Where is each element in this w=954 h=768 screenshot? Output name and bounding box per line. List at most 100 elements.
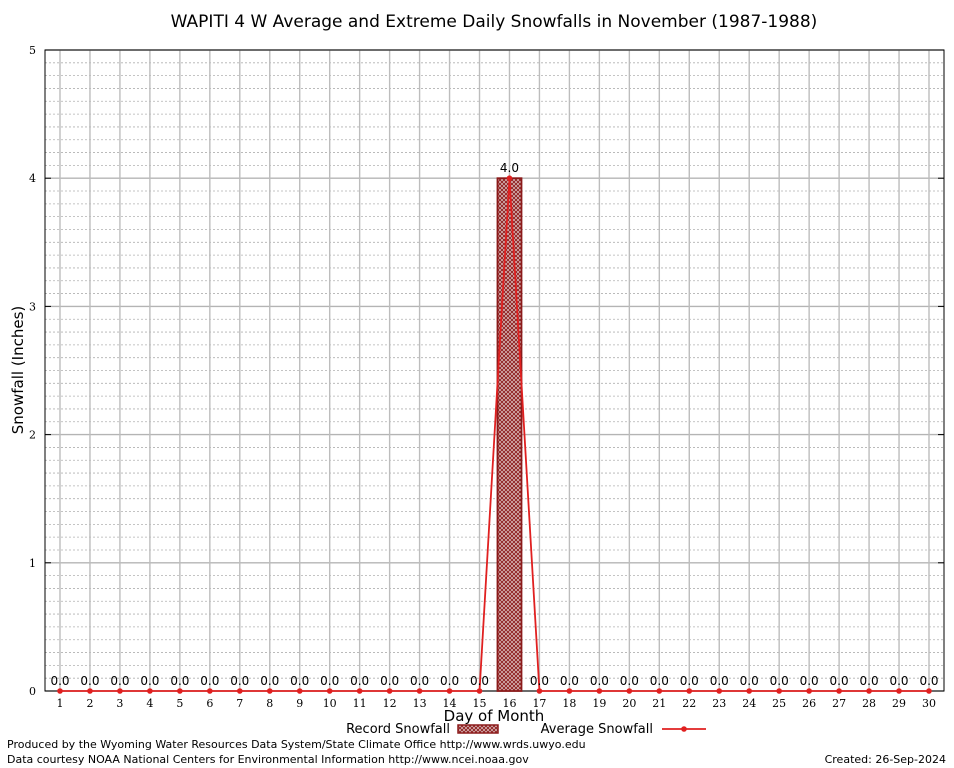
x-tick-label: 19	[592, 697, 606, 710]
data-label: 0.0	[620, 674, 639, 688]
average-snowfall-point	[356, 688, 363, 694]
data-label: 0.0	[830, 674, 849, 688]
average-snowfall-point	[236, 688, 243, 694]
x-tick-label: 15	[473, 697, 487, 710]
plot-frame	[44, 49, 945, 692]
data-label: 0.0	[530, 674, 549, 688]
x-tick-label: 4	[146, 697, 153, 710]
data-label: 0.0	[230, 674, 249, 688]
legend-average-label: Average Snowfall	[541, 722, 653, 737]
average-snowfall-point	[536, 688, 543, 694]
data-label: 0.0	[380, 674, 399, 688]
average-snowfall-point	[177, 688, 183, 694]
data-label: 0.0	[200, 674, 219, 688]
legend-record-label: Record Snowfall	[346, 722, 450, 737]
x-tick-label: 17	[532, 697, 546, 710]
average-snowfall-point	[866, 688, 872, 694]
x-axis-label: Day of Month	[444, 707, 545, 725]
average-snowfall-point	[476, 688, 483, 694]
x-tick-label: 22	[682, 697, 696, 710]
x-tick-label: 12	[383, 697, 397, 710]
data-label: 0.0	[80, 674, 99, 688]
average-snowfall-point	[806, 688, 812, 694]
x-tick-label: 26	[802, 697, 816, 710]
x-tick-label: 9	[296, 697, 303, 710]
y-tick-label: 0	[29, 685, 36, 698]
average-snowfall-point	[596, 688, 603, 694]
x-tick-label: 13	[413, 697, 427, 710]
y-tick-label: 5	[29, 44, 36, 57]
y-tick-label: 3	[29, 300, 36, 313]
x-tick-label: 11	[353, 697, 367, 710]
x-tick-label: 10	[323, 697, 337, 710]
average-snowfall-point	[926, 688, 932, 694]
average-snowfall-point	[117, 688, 123, 694]
average-snowfall-point	[896, 688, 902, 694]
x-tick-label: 2	[86, 697, 93, 710]
average-snowfall-point	[656, 688, 663, 694]
data-label: 0.0	[560, 674, 579, 688]
y-tick-label: 1	[29, 557, 36, 570]
average-snowfall-point	[207, 688, 213, 694]
record-snowfall-bar	[496, 177, 523, 692]
x-tick-label: 21	[652, 697, 666, 710]
data-label: 0.0	[740, 674, 759, 688]
x-tick-label: 1	[57, 697, 64, 710]
x-tick-label: 20	[622, 697, 636, 710]
data-label: 4.0	[500, 161, 519, 175]
x-tick-label: 23	[712, 697, 726, 710]
footer-produced-by: Produced by the Wyoming Water Resources …	[7, 738, 586, 751]
y-axis-label: Snowfall (Inches)	[9, 306, 27, 434]
average-snowfall-point	[506, 175, 513, 181]
data-label: 0.0	[800, 674, 819, 688]
average-snowfall-point	[326, 688, 333, 694]
average-snowfall-point	[147, 688, 153, 694]
x-tick-label: 3	[116, 697, 123, 710]
data-label: 0.0	[320, 674, 339, 688]
data-label: 0.0	[680, 674, 699, 688]
average-snowfall-point	[716, 688, 723, 694]
average-snowfall-point	[87, 688, 93, 694]
legend-average-marker	[681, 726, 687, 732]
data-label: 0.0	[170, 674, 189, 688]
y-tick-label: 2	[29, 429, 36, 442]
average-snowfall-point	[836, 688, 842, 694]
data-label: 0.0	[590, 674, 609, 688]
data-label: 0.0	[470, 674, 489, 688]
x-tick-label: 18	[562, 697, 576, 710]
data-label: 0.0	[770, 674, 789, 688]
data-label: 0.0	[650, 674, 669, 688]
average-snowfall-point	[57, 688, 63, 694]
data-label: 0.0	[440, 674, 459, 688]
chart-title: WAPITI 4 W Average and Extreme Daily Sno…	[171, 12, 818, 32]
data-label: 0.0	[919, 674, 938, 688]
footer-data-courtesy: Data courtesy NOAA National Centers for …	[7, 753, 529, 766]
y-tick-label: 4	[29, 172, 36, 185]
x-tick-label: 7	[236, 697, 243, 710]
data-label: 0.0	[350, 674, 369, 688]
average-snowfall-point	[296, 688, 303, 694]
data-label: 0.0	[260, 674, 279, 688]
data-label: 0.0	[710, 674, 729, 688]
x-tick-label: 25	[772, 697, 786, 710]
x-tick-label: 8	[266, 697, 273, 710]
x-tick-label: 16	[502, 697, 516, 710]
average-snowfall-point	[686, 688, 693, 694]
average-snowfall-point	[266, 688, 273, 694]
x-tick-label: 24	[742, 697, 756, 710]
x-tick-label: 6	[206, 697, 213, 710]
x-tick-label: 5	[176, 697, 183, 710]
average-snowfall-point	[776, 688, 782, 694]
x-tick-label: 30	[922, 697, 936, 710]
data-label: 0.0	[110, 674, 129, 688]
average-snowfall-point	[416, 688, 423, 694]
x-tick-label: 29	[892, 697, 906, 710]
average-snowfall-point	[446, 688, 453, 694]
average-snowfall-line	[60, 178, 929, 692]
average-snowfall-point	[386, 688, 393, 694]
x-tick-label: 27	[832, 697, 846, 710]
average-snowfall-point	[626, 688, 633, 694]
data-label: 0.0	[860, 674, 879, 688]
x-tick-label: 28	[862, 697, 876, 710]
